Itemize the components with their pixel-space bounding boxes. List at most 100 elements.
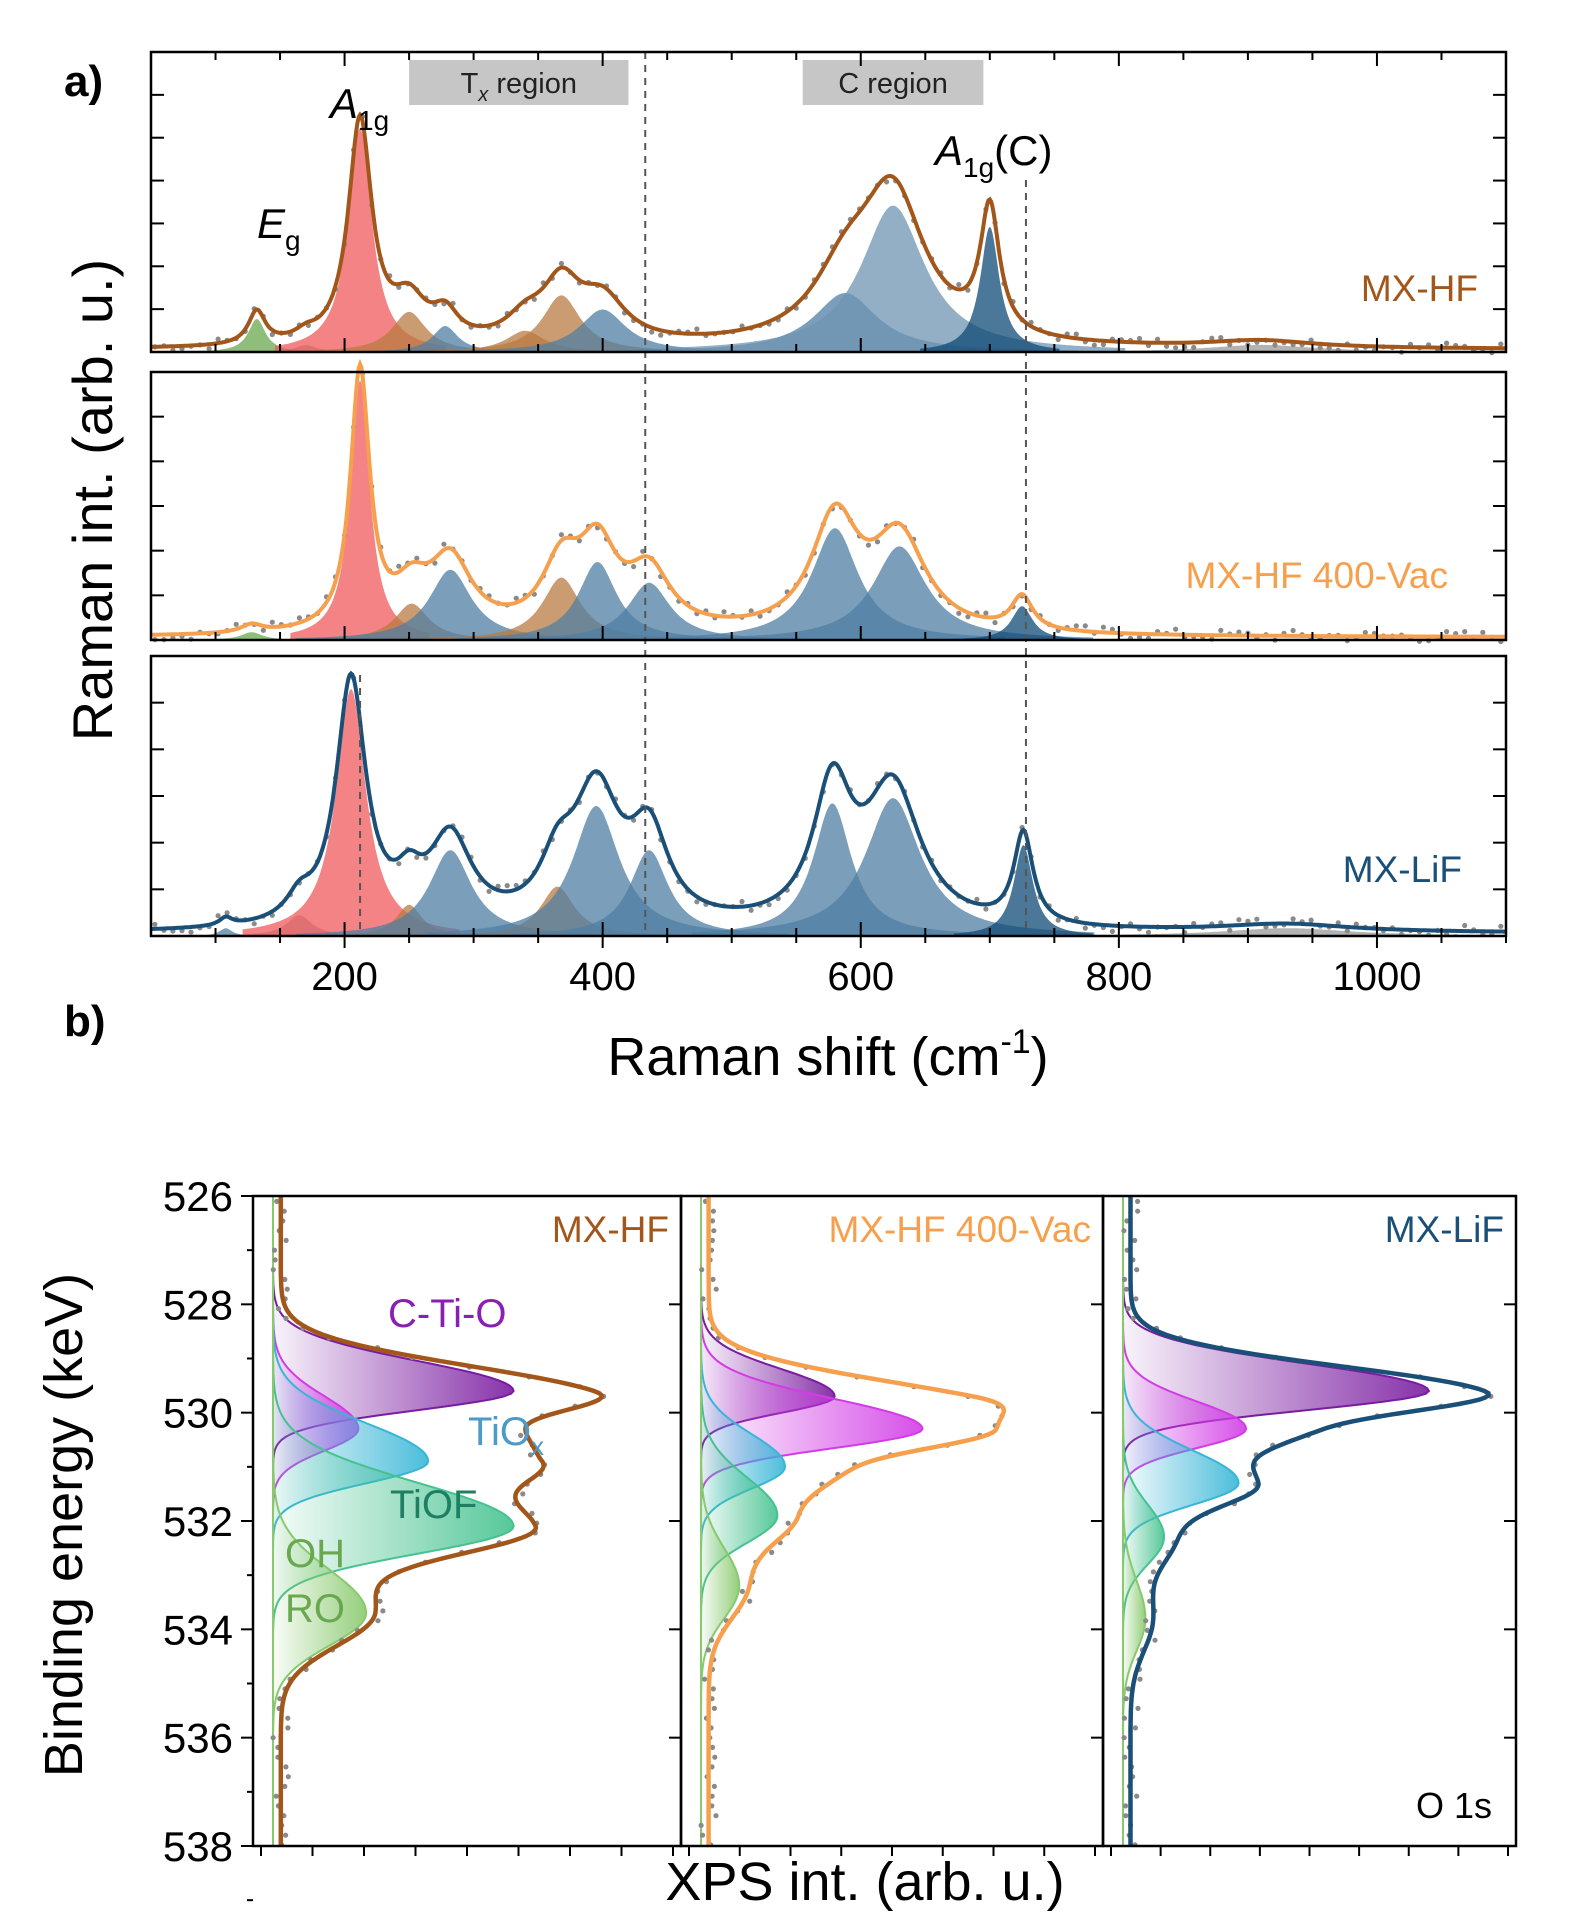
data-point bbox=[708, 1637, 715, 1643]
fit-component-peak bbox=[422, 577, 701, 640]
peak-label: A1g(C) bbox=[932, 127, 1052, 183]
x-tick-label: 1000 bbox=[1332, 955, 1421, 999]
data-point bbox=[694, 326, 700, 332]
y-tick-label: 534 bbox=[163, 1606, 233, 1653]
data-point bbox=[974, 896, 980, 902]
x-axis-label: XPS int. (arb. u.) bbox=[665, 1852, 1064, 1912]
fit-component-peak bbox=[509, 850, 789, 936]
component-label-text: TiO bbox=[468, 1410, 531, 1454]
series-label: MX-HF 400-Vac bbox=[1186, 555, 1449, 596]
data-point bbox=[1362, 629, 1368, 636]
y-tick-label: 538 bbox=[163, 1823, 233, 1870]
data-point bbox=[1164, 343, 1170, 349]
data-point bbox=[215, 336, 221, 342]
peak-label-rest: (C) bbox=[994, 127, 1052, 174]
data-point bbox=[766, 902, 772, 908]
data-point bbox=[1109, 626, 1115, 632]
data-point bbox=[441, 541, 447, 547]
data-point bbox=[1123, 1286, 1129, 1292]
xps-subplot-area bbox=[698, 1196, 1007, 1846]
data-point bbox=[529, 1510, 535, 1516]
fit-component-peak bbox=[352, 326, 539, 352]
data-point bbox=[1135, 1705, 1141, 1711]
data-point bbox=[531, 296, 537, 302]
data-point bbox=[283, 1832, 289, 1838]
data-point bbox=[1055, 917, 1061, 923]
data-point bbox=[284, 1286, 290, 1292]
y-tick-label: 536 bbox=[163, 1715, 233, 1762]
xps-envelope-line bbox=[1128, 1196, 1491, 1846]
data-point bbox=[1125, 1686, 1131, 1692]
data-point bbox=[1209, 335, 1215, 341]
data-point bbox=[710, 1208, 717, 1214]
data-point bbox=[956, 610, 962, 616]
fit-envelope-line bbox=[151, 358, 1506, 639]
data-point bbox=[699, 1267, 705, 1273]
data-point bbox=[698, 1822, 704, 1828]
component-label: TiOF bbox=[390, 1483, 477, 1527]
data-point bbox=[1143, 1618, 1149, 1624]
data-point bbox=[518, 1432, 524, 1438]
core-level-label: O 1s bbox=[1416, 1785, 1492, 1826]
component-label-sub: x bbox=[531, 1431, 544, 1461]
region-label-rest: region bbox=[488, 68, 577, 100]
series-label: MX-LiF bbox=[1343, 849, 1462, 890]
fit-component-peak bbox=[274, 127, 446, 352]
xps-series-label: MX-HF 400-Vac bbox=[829, 1209, 1092, 1250]
data-point bbox=[640, 548, 646, 554]
data-point bbox=[709, 1237, 716, 1243]
data-point bbox=[486, 888, 492, 894]
data-point bbox=[269, 331, 275, 338]
data-point bbox=[712, 1754, 718, 1760]
fit-component-peak bbox=[693, 803, 972, 936]
data-point bbox=[1326, 345, 1332, 351]
data-point bbox=[739, 898, 745, 905]
xps-envelope-line bbox=[278, 1196, 604, 1846]
component-label: TiOx bbox=[468, 1410, 544, 1461]
fit-component-peak bbox=[179, 928, 273, 936]
subplot-frame bbox=[149, 50, 1508, 354]
data-point bbox=[983, 610, 989, 616]
data-point bbox=[282, 1276, 288, 1282]
data-point bbox=[1125, 1306, 1131, 1312]
data-point bbox=[274, 1198, 280, 1204]
data-point bbox=[558, 260, 565, 267]
data-point bbox=[1123, 1696, 1129, 1702]
data-point bbox=[224, 910, 230, 916]
data-point bbox=[188, 929, 194, 935]
y-tick-label: 528 bbox=[163, 1281, 233, 1328]
data-point bbox=[285, 1774, 291, 1780]
data-point bbox=[273, 1793, 279, 1799]
data-point bbox=[1444, 340, 1450, 346]
data-point bbox=[269, 619, 275, 625]
data-point bbox=[1353, 921, 1359, 927]
data-point bbox=[1123, 1813, 1129, 1819]
data-point bbox=[1137, 1676, 1143, 1682]
data-point bbox=[215, 913, 221, 919]
data-point bbox=[1109, 928, 1115, 935]
data-point bbox=[1480, 629, 1486, 636]
data-point bbox=[1073, 623, 1079, 629]
xps-panel: MX-HF MX-HF 400-Vac MX-LiF 526 528 530 532 534 5… bbox=[34, 1173, 1518, 1912]
data-point bbox=[1132, 1237, 1138, 1243]
data-point bbox=[700, 1296, 706, 1302]
data-point bbox=[270, 1267, 276, 1273]
fit-component-peak bbox=[458, 562, 737, 640]
data-point bbox=[1134, 1267, 1140, 1273]
data-point bbox=[757, 613, 763, 619]
data-point bbox=[285, 1715, 291, 1721]
component-label-text: C-Ti-O bbox=[388, 1292, 506, 1336]
raman-plot-area bbox=[151, 111, 1506, 936]
fit-component-peak bbox=[705, 546, 1094, 640]
data-point bbox=[1236, 917, 1242, 923]
xps-component-peak bbox=[1122, 1196, 1431, 1846]
data-point bbox=[769, 1549, 775, 1555]
data-point bbox=[748, 608, 754, 614]
data-point bbox=[1272, 342, 1278, 348]
data-point bbox=[865, 542, 872, 548]
data-point bbox=[1082, 623, 1088, 629]
fit-component-peak bbox=[425, 806, 767, 936]
data-point bbox=[1498, 341, 1504, 347]
data-point bbox=[1130, 1315, 1136, 1321]
